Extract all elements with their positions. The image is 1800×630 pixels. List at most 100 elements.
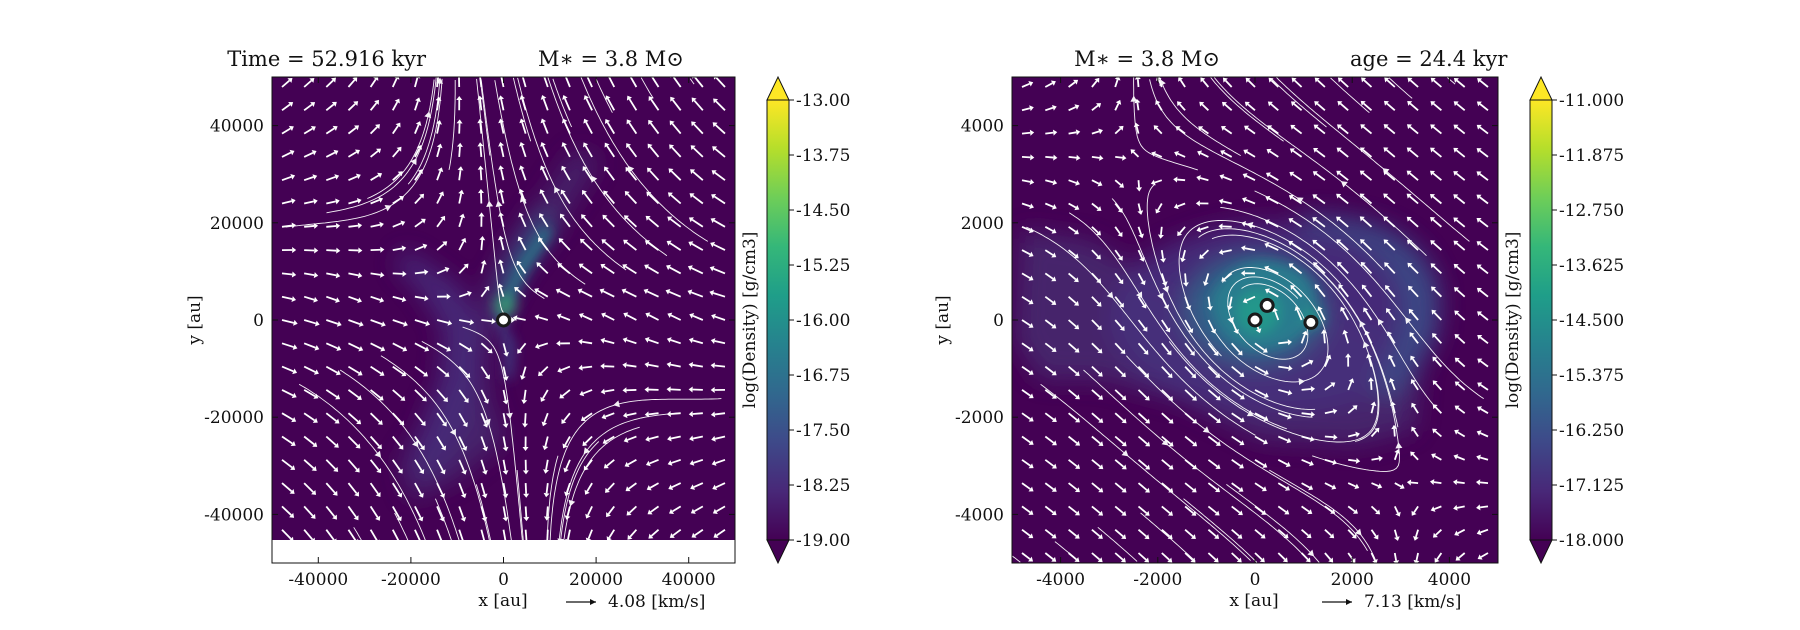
velocity-arrow [1044, 202, 1054, 208]
velocity-arrow-head [1137, 210, 1144, 215]
velocity-arrow-head [1286, 437, 1292, 444]
velocity-arrow-head [521, 399, 528, 404]
velocity-arrow [1021, 482, 1031, 490]
velocity-arrow [414, 389, 425, 400]
velocity-arrow-head [1330, 382, 1336, 388]
velocity-arrow [1370, 430, 1378, 438]
velocity-arrow-head [459, 213, 466, 219]
velocity-arrow-head [711, 435, 716, 442]
velocity-arrow [1268, 197, 1279, 205]
velocity-arrow [1389, 357, 1396, 367]
velocity-arrow-head [1096, 278, 1102, 284]
velocity-arrow [436, 529, 443, 540]
velocity-arrow [1368, 357, 1373, 367]
velocity-arrow-head [332, 490, 338, 496]
velocity-arrow [325, 459, 336, 470]
y-tick-label: 2000 [961, 214, 1004, 234]
velocity-arrow [303, 295, 315, 301]
velocity-arrow [1324, 505, 1333, 513]
velocity-arrow-head [395, 122, 401, 128]
velocity-arrow [1254, 505, 1264, 514]
velocity-arrow-head [624, 191, 630, 197]
velocity-arrow-head [1317, 306, 1323, 312]
velocity-arrow [1114, 179, 1122, 186]
velocity-arrow [1161, 529, 1171, 538]
velocity-arrow [1390, 381, 1396, 391]
velocity-arrow [1339, 126, 1349, 135]
velocity-arrow-head [335, 272, 341, 279]
velocity-arrow-head [1076, 154, 1081, 161]
velocity-arrow-head [312, 417, 318, 423]
velocity-arrow-head [1196, 226, 1202, 233]
velocity-arrow-head [559, 393, 565, 399]
velocity-arrow [521, 366, 527, 377]
velocity-arrow-head [712, 484, 718, 491]
velocity-arrow-head [1142, 326, 1148, 332]
velocity-arrow [518, 263, 527, 274]
velocity-arrow-head [456, 95, 463, 101]
velocity-arrow-head [293, 319, 298, 326]
velocity-arrow-head [581, 214, 586, 220]
velocity-arrow-head [1098, 510, 1104, 516]
streamline [326, 77, 437, 214]
velocity-arrow-head [497, 259, 504, 264]
velocity-arrow-head [534, 314, 540, 321]
velocity-arrow [1480, 528, 1489, 534]
velocity-arrow-head [378, 197, 384, 203]
x-tick-label: 2000 [1331, 570, 1374, 590]
colorbar-tick-label: -11.875 [1559, 146, 1624, 166]
velocity-arrow-head [1098, 128, 1103, 135]
velocity-arrow-head [1310, 385, 1316, 392]
velocity-arrow [1362, 149, 1373, 158]
velocity-arrow [1370, 381, 1373, 390]
velocity-arrow [436, 268, 447, 275]
velocity-arrow [303, 435, 315, 446]
x-tick-label: -4000 [1036, 570, 1085, 590]
velocity-arrow [1204, 273, 1210, 283]
velocity-arrow [1409, 218, 1419, 228]
velocity-arrow [715, 482, 726, 489]
streamline-arrowhead [1359, 320, 1366, 328]
velocity-arrow-head [671, 557, 676, 562]
velocity-arrow [1393, 428, 1396, 437]
velocity-arrow-head [1309, 460, 1314, 467]
velocity-arrow-head [1051, 228, 1057, 234]
velocity-arrow-head [1199, 253, 1205, 259]
velocity-arrow-head [605, 487, 610, 493]
velocity-arrow [500, 169, 505, 181]
velocity-arrow-head [335, 297, 340, 303]
velocity-arrow-head [1096, 230, 1101, 236]
velocity-arrow-head [444, 372, 450, 377]
velocity-arrow [1267, 267, 1279, 275]
velocity-arrow [538, 316, 549, 321]
velocity-arrow [1021, 179, 1031, 183]
velocity-arrow-head [1237, 533, 1243, 539]
velocity-arrow [1207, 552, 1217, 561]
velocity-arrow [670, 363, 681, 368]
velocity-arrow-head [1476, 194, 1482, 200]
velocity-arrow-head [711, 194, 717, 200]
velocity-arrow-head [289, 149, 295, 156]
left-sink-markers [496, 312, 511, 328]
velocity-arrow [458, 482, 465, 495]
velocity-arrow [370, 174, 380, 181]
velocity-arrow [1254, 529, 1263, 537]
velocity-arrow-head [1074, 417, 1080, 423]
velocity-arrow-head [688, 241, 694, 247]
velocity-arrow [325, 176, 336, 182]
velocity-arrow-head [667, 460, 673, 466]
velocity-arrow [1246, 151, 1256, 158]
velocity-arrow-head [374, 563, 379, 568]
velocity-arrow [1207, 342, 1217, 354]
velocity-arrow-head [709, 265, 715, 272]
velocity-arrow [479, 99, 483, 111]
velocity-arrow-head [335, 222, 341, 229]
velocity-arrow-head [498, 72, 504, 77]
velocity-arrow-head [440, 215, 446, 221]
velocity-arrow-head [1453, 124, 1459, 130]
velocity-arrow [325, 412, 337, 422]
velocity-arrow [540, 216, 549, 228]
velocity-arrow-head [601, 413, 607, 420]
streamline [1111, 198, 1313, 418]
